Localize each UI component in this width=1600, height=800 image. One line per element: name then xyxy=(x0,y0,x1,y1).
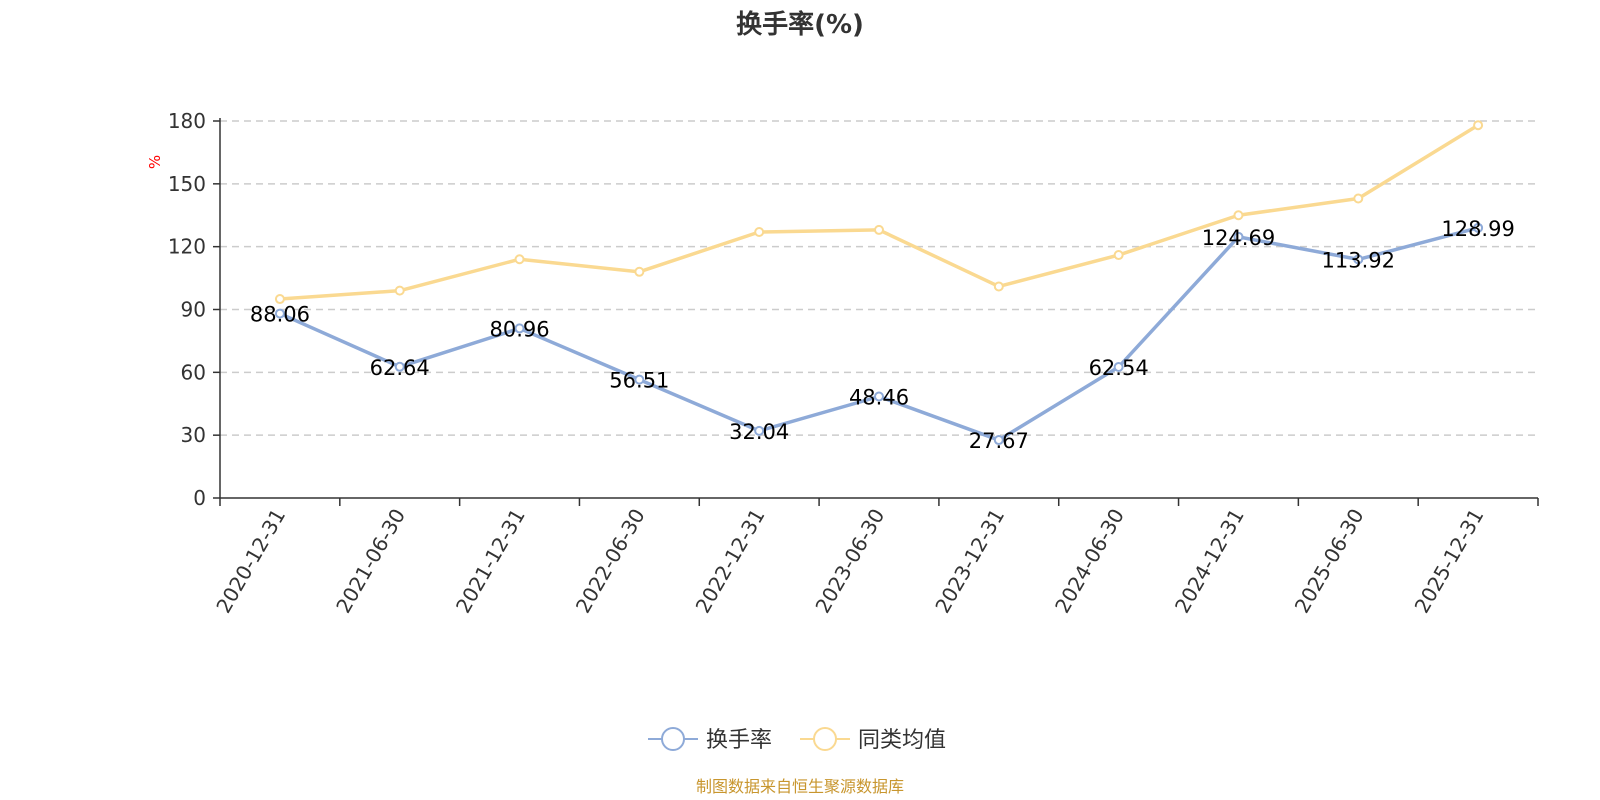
y-tick-label: 60 xyxy=(181,360,206,384)
x-tick-label: 2022-06-30 xyxy=(571,505,650,618)
data-point-1[interactable] xyxy=(1353,193,1364,204)
x-tick-label: 2021-12-31 xyxy=(451,505,530,618)
data-point-1[interactable] xyxy=(1473,120,1484,131)
y-tick-label: 150 xyxy=(168,172,206,196)
data-point-1[interactable] xyxy=(1113,250,1124,261)
legend-marker xyxy=(813,727,837,751)
x-axis-ticks: 2020-12-31 2021-06-30 2021-12-31 2022-06-30… xyxy=(211,498,1539,618)
x-tick-label: 2025-12-31 xyxy=(1410,505,1489,618)
data-point-0[interactable] xyxy=(274,308,285,319)
data-point-1[interactable] xyxy=(874,224,884,235)
data-point-0[interactable] xyxy=(394,361,405,372)
legend-marker xyxy=(661,727,685,751)
data-point-0[interactable] xyxy=(1233,231,1244,242)
y-axis-label: % xyxy=(146,155,164,169)
x-tick-label: 2023-06-30 xyxy=(810,505,889,618)
data-point-0[interactable] xyxy=(514,323,525,334)
y-tick-label: 120 xyxy=(168,235,206,259)
data-point-0[interactable] xyxy=(1113,362,1124,373)
legend-item-0[interactable]: 换手率 xyxy=(648,727,772,753)
data-label: 32.04 xyxy=(729,420,789,444)
data-point-1[interactable] xyxy=(274,294,285,305)
gridlines xyxy=(220,120,1538,436)
legend-item-1[interactable]: 同类均值 xyxy=(800,727,946,753)
data-point-0[interactable] xyxy=(634,374,645,385)
y-axis-ticks: 0 30 60 90 120 150 180 xyxy=(168,109,220,510)
data-point-1[interactable] xyxy=(754,227,765,238)
axes xyxy=(219,118,1538,499)
data-label: 88.06 xyxy=(250,303,310,327)
data-point-1[interactable] xyxy=(993,281,1004,292)
data-label: 113.92 xyxy=(1322,248,1395,272)
legend[interactable]: 换手率 同类均值 xyxy=(648,727,946,753)
data-point-0[interactable] xyxy=(993,435,1004,446)
chart-title: 换手率(%) xyxy=(736,9,864,40)
data-label: 124.69 xyxy=(1202,226,1275,250)
data-label: 62.54 xyxy=(1089,356,1149,380)
series-line-1 xyxy=(279,123,1480,301)
data-point-1[interactable] xyxy=(394,285,405,296)
x-tick-label: 2024-12-31 xyxy=(1170,505,1249,618)
data-label: 80.96 xyxy=(489,317,549,341)
source-note: 制图数据来自恒生聚源数据库 xyxy=(696,777,904,796)
data-point-1[interactable] xyxy=(634,266,645,277)
y-tick-label: 30 xyxy=(181,423,206,447)
series-layer xyxy=(274,120,1484,446)
data-label: 62.64 xyxy=(370,356,430,380)
y-tick-label: 0 xyxy=(193,486,206,510)
x-tick-label: 2022-12-31 xyxy=(691,505,770,618)
y-tick-label: 180 xyxy=(168,109,206,133)
data-point-0[interactable] xyxy=(874,391,884,402)
data-label: 27.67 xyxy=(969,429,1029,453)
data-point-0[interactable] xyxy=(1473,222,1484,233)
data-label: 48.46 xyxy=(849,386,909,410)
x-tick-label: 2020-12-31 xyxy=(211,505,290,618)
data-label: 56.51 xyxy=(609,369,669,393)
x-tick-label: 2024-06-30 xyxy=(1050,505,1129,618)
legend-label: 换手率 xyxy=(706,728,772,753)
data-point-0[interactable] xyxy=(754,425,765,436)
data-point-0[interactable] xyxy=(1353,254,1364,265)
x-tick-label: 2023-12-31 xyxy=(930,504,1009,617)
x-tick-label: 2025-06-30 xyxy=(1290,505,1369,618)
data-point-1[interactable] xyxy=(1233,210,1244,221)
data-labels: 88.06 62.64 80.96 56.51 32.04 48.46 27.67 62.54… xyxy=(250,217,1515,453)
x-tick-label: 2021-06-30 xyxy=(331,505,410,618)
y-tick-label: 90 xyxy=(181,298,206,322)
data-point-1[interactable] xyxy=(514,254,525,265)
legend-label: 同类均值 xyxy=(858,728,946,753)
data-label: 128.99 xyxy=(1441,217,1514,241)
